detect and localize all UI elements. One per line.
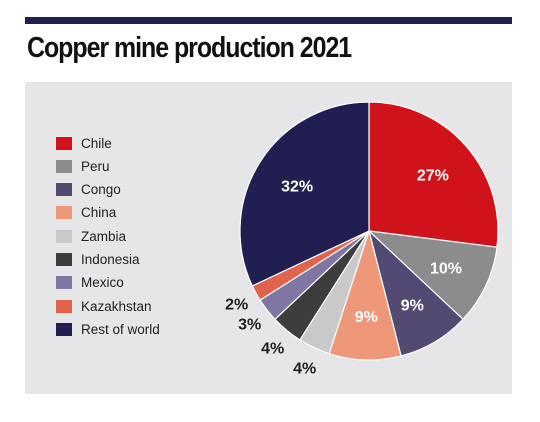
legend-swatch — [56, 183, 72, 197]
data-label-mexico: 3% — [238, 317, 261, 334]
pie-slice-rest-of-world — [239, 101, 370, 287]
data-label-china: 9% — [355, 309, 378, 326]
data-label-kazakhstan: 2% — [225, 297, 248, 314]
legend-item-indonesia: Indonesia — [56, 252, 140, 268]
chart-title: Copper mine production 2021 — [27, 32, 352, 64]
legend-swatch — [56, 322, 72, 336]
legend-label: Indonesia — [81, 252, 140, 267]
legend-swatch — [56, 276, 72, 290]
data-label-zambia: 4% — [293, 361, 316, 378]
legend-item-china: China — [56, 205, 116, 221]
legend-label: Chile — [81, 135, 112, 151]
legend-label: Zambia — [81, 228, 127, 244]
pie-slice-chile — [368, 101, 499, 248]
pie-slice-peru — [368, 230, 498, 320]
legend-item-peru: Peru — [56, 158, 110, 174]
legend-label: Congo — [81, 182, 121, 198]
legend-label: China — [81, 205, 117, 221]
legend-swatch — [56, 136, 72, 150]
legend-item-congo: Congo — [56, 182, 121, 198]
legend-swatch — [56, 229, 72, 243]
data-label-rest-of-world: 32% — [281, 178, 313, 195]
legend-item-rest-of-world: Rest of world — [56, 321, 160, 337]
legend-item-zambia: Zambia — [56, 228, 126, 244]
legend-swatch — [56, 206, 72, 220]
legend-swatch — [56, 159, 72, 173]
legend-swatch — [56, 253, 72, 266]
top-accent-bar — [25, 17, 512, 24]
legend-swatch — [56, 299, 72, 313]
legend-label: Rest of world — [81, 321, 160, 337]
data-label-congo: 9% — [401, 297, 424, 314]
data-label-indonesia: 4% — [261, 340, 284, 357]
legend-label: Mexico — [81, 275, 124, 291]
legend-item-chile: Chile — [56, 135, 112, 151]
data-label-peru: 10% — [430, 260, 462, 277]
data-label-chile: 27% — [417, 168, 449, 185]
legend-label: Peru — [81, 158, 110, 174]
legend-item-kazakhstan: Kazakhstan — [56, 298, 152, 314]
legend-label: Kazakhstan — [81, 298, 152, 314]
legend-item-mexico: Mexico — [56, 275, 124, 291]
